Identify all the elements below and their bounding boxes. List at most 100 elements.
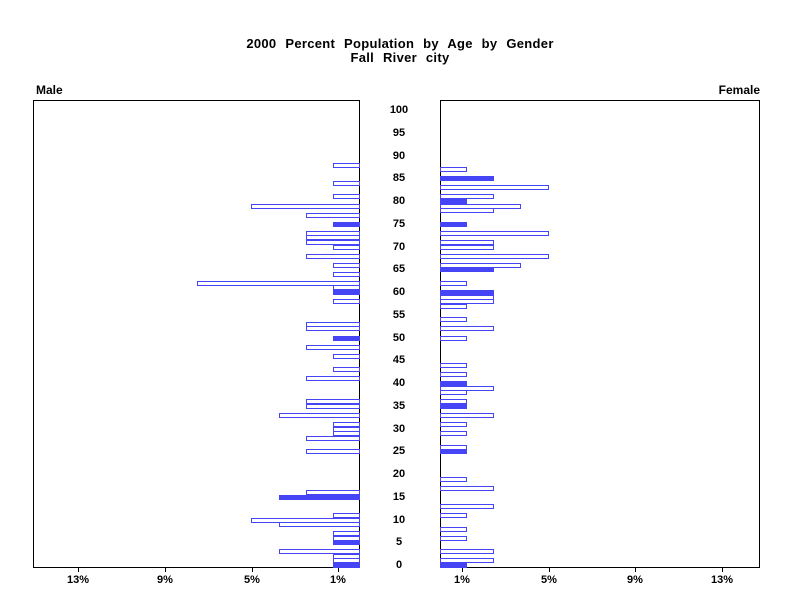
- bar-male-age-2: [333, 553, 360, 559]
- bar-female-age-19: [440, 476, 467, 482]
- bar-male-age-30: [333, 426, 360, 432]
- bar-female-age-8: [440, 526, 467, 532]
- pct-tick-label-male-1%: 1%: [330, 574, 346, 586]
- pct-tick-label-female-5%: 5%: [541, 574, 557, 586]
- age-tick-label-50: 50: [392, 331, 406, 344]
- age-tick-label-30: 30: [392, 422, 406, 435]
- bar-female-age-13: [440, 503, 494, 509]
- age-tick-label-15: 15: [392, 490, 406, 503]
- bar-male-age-41: [306, 376, 360, 382]
- bar-male-age-15: [279, 494, 360, 500]
- age-tick-label-55: 55: [392, 308, 406, 321]
- age-tick-label-60: 60: [392, 286, 406, 298]
- age-tick-label-10: 10: [392, 513, 406, 526]
- bar-male-age-58: [333, 299, 360, 305]
- bar-female-age-54: [440, 317, 467, 323]
- chart-subtitle: Fall River city: [350, 50, 450, 65]
- pct-tick-female-13%: [722, 568, 723, 572]
- bar-male-age-60: [333, 290, 360, 295]
- bar-female-age-11: [440, 512, 467, 518]
- pct-tick-female-5%: [549, 568, 550, 572]
- bar-male-age-3: [279, 549, 360, 555]
- bar-female-age-17: [440, 485, 494, 491]
- bar-male-age-53: [306, 321, 360, 327]
- bar-male-age-1: [333, 558, 360, 564]
- age-tick-label-5: 5: [395, 536, 403, 549]
- bar-female-age-65: [440, 267, 494, 273]
- bar-male-age-70: [333, 244, 360, 250]
- bar-male-age-66: [333, 262, 360, 268]
- bar-male-age-68: [306, 253, 360, 259]
- bar-female-age-33: [440, 412, 494, 418]
- bar-male-age-50: [333, 335, 360, 341]
- bar-male-age-52: [306, 326, 360, 332]
- pct-tick-label-male-13%: 13%: [66, 574, 90, 586]
- bar-female-age-71: [440, 239, 494, 245]
- pct-tick-label-female-1%: 1%: [454, 574, 470, 586]
- bar-male-age-88: [333, 162, 360, 168]
- bar-female-age-73: [440, 230, 549, 236]
- pct-tick-male-1%: [338, 568, 339, 572]
- bar-female-age-62: [440, 280, 467, 286]
- age-tick-label-25: 25: [392, 445, 406, 458]
- bar-female-age-6: [440, 535, 467, 541]
- bar-male-age-25: [306, 449, 360, 455]
- pct-tick-label-male-9%: 9%: [157, 574, 173, 586]
- bar-male-age-62: [197, 280, 360, 286]
- bar-female-age-44: [440, 362, 467, 368]
- male-panel-frame: [33, 100, 360, 568]
- age-tick-label-85: 85: [392, 172, 406, 185]
- bar-male-age-71: [306, 239, 360, 245]
- bar-male-age-5: [333, 540, 360, 546]
- bar-female-age-42: [440, 371, 467, 377]
- age-tick-label-35: 35: [392, 399, 406, 412]
- bar-female-age-80: [440, 199, 467, 204]
- bar-male-age-33: [279, 412, 360, 418]
- bar-male-age-79: [251, 203, 360, 209]
- bar-male-age-7: [333, 531, 360, 537]
- age-tick-label-20: 20: [392, 468, 406, 480]
- bar-female-age-79: [440, 203, 521, 209]
- bar-female-age-68: [440, 253, 549, 259]
- bar-male-age-84: [333, 180, 360, 186]
- bar-male-age-81: [333, 194, 360, 200]
- bar-male-age-75: [333, 221, 360, 227]
- female-panel-frame: [440, 100, 760, 568]
- bar-male-age-29: [333, 431, 360, 437]
- age-tick-label-45: 45: [392, 354, 406, 367]
- bar-male-age-35: [306, 403, 360, 409]
- age-tick-label-0: 0: [395, 559, 403, 571]
- bar-male-age-64: [333, 271, 360, 277]
- bar-female-age-29: [440, 431, 467, 437]
- bar-female-age-60: [440, 290, 494, 295]
- bar-male-age-16: [306, 490, 360, 496]
- bar-male-age-48: [306, 344, 360, 350]
- age-tick-label-65: 65: [392, 263, 406, 276]
- age-tick-label-75: 75: [392, 217, 406, 230]
- bar-female-age-75: [440, 221, 467, 227]
- bar-male-age-31: [333, 421, 360, 427]
- bar-female-age-59: [440, 294, 494, 300]
- bar-female-age-31: [440, 421, 467, 427]
- bar-female-age-3: [440, 549, 494, 555]
- bar-male-age-61: [333, 285, 360, 291]
- bar-female-age-38: [440, 390, 467, 396]
- bar-female-age-81: [440, 194, 494, 200]
- bar-female-age-0: [440, 563, 467, 568]
- bar-male-age-6: [333, 535, 360, 541]
- age-tick-label-80: 80: [392, 195, 406, 207]
- bar-female-age-36: [440, 399, 467, 405]
- bar-female-age-66: [440, 262, 521, 268]
- bar-female-age-52: [440, 326, 494, 332]
- bar-male-age-11: [333, 512, 360, 518]
- age-tick-label-40: 40: [392, 377, 406, 389]
- bar-male-age-0: [333, 563, 360, 568]
- age-tick-label-70: 70: [392, 240, 406, 253]
- bar-male-age-9: [279, 522, 360, 528]
- bar-male-age-77: [306, 212, 360, 218]
- bar-female-age-40: [440, 381, 467, 386]
- pct-tick-label-female-13%: 13%: [710, 574, 734, 586]
- bar-female-age-83: [440, 185, 549, 191]
- chart-title: 2000 Percent Population by Age by Gender: [246, 36, 554, 51]
